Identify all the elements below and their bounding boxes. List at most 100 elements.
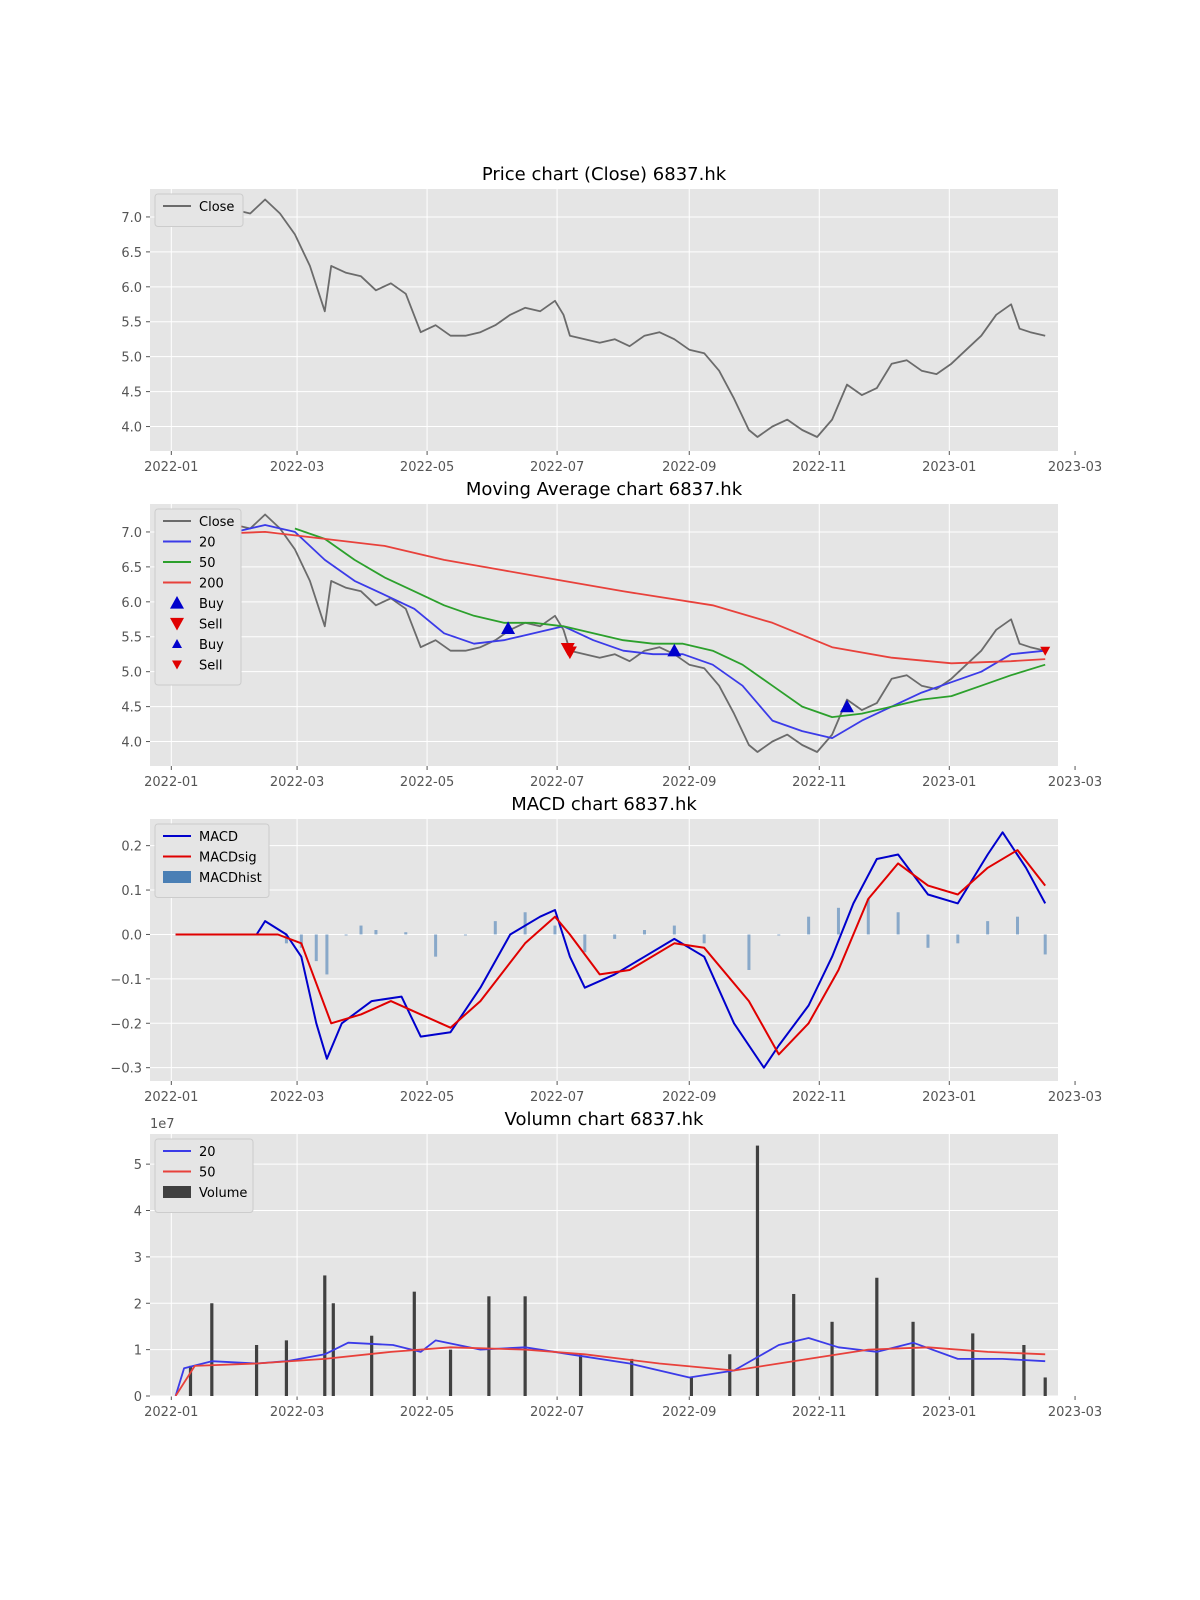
- y-tick-label: 5.0: [121, 666, 142, 681]
- plot-layer: [175, 198, 1046, 438]
- macd-histogram-bar: [702, 934, 706, 944]
- macd-histogram-bar: [956, 934, 960, 944]
- legend-label: Close: [199, 515, 234, 530]
- x-tick-label: 2022-09: [662, 460, 716, 475]
- plot-area: [150, 189, 1058, 451]
- x-tick-label: 2022-09: [662, 775, 716, 790]
- legend-swatch: [163, 1186, 191, 1198]
- x-tick-label: 2022-01: [144, 460, 198, 475]
- volume-bar: [523, 1296, 527, 1396]
- macd-histogram-bar: [672, 925, 676, 935]
- series-line-close: [175, 198, 1046, 438]
- macd-histogram-bar: [896, 912, 900, 935]
- plot-layer: [175, 831, 1047, 1069]
- legend-label: Close: [199, 200, 234, 215]
- legend-label: MACD: [199, 830, 238, 845]
- panel-title: Price chart (Close) 6837.hk: [482, 164, 727, 185]
- plot-layer: [175, 513, 1051, 753]
- x-tick-label: 2022-11: [792, 1405, 846, 1420]
- x-tick-label: 2022-03: [270, 1405, 324, 1420]
- series-line-macdsig: [175, 849, 1046, 1056]
- volume-bar: [487, 1296, 491, 1396]
- macd-histogram-bar: [986, 921, 990, 935]
- series-line-20: [235, 524, 1046, 739]
- x-tick-label: 2022-07: [530, 1090, 584, 1105]
- panel-title: Volumn chart 6837.hk: [505, 1109, 704, 1130]
- y-tick-label: −0.1: [110, 973, 142, 988]
- volume-bar: [370, 1335, 374, 1396]
- macd-histogram-bar: [583, 934, 587, 953]
- legend-label: 200: [199, 577, 224, 592]
- volume-bar: [792, 1293, 796, 1396]
- y-tick-label: 0.0: [121, 928, 142, 943]
- macd-histogram-bar: [299, 934, 303, 948]
- macd-histogram-bar: [1043, 934, 1047, 955]
- series-line-macd: [175, 831, 1047, 1069]
- x-tick-label: 2022-01: [144, 1090, 198, 1105]
- sell-marker: [562, 646, 577, 660]
- x-tick-label: 2022-05: [400, 775, 454, 790]
- volume-bar: [323, 1275, 327, 1396]
- x-tick-label: 2023-03: [1048, 1405, 1102, 1420]
- volume-chart-panel: Volumn chart 6837.hk 1e7 2022-01 2022-03 2…: [134, 1109, 1102, 1420]
- buy-marker: [501, 621, 516, 634]
- x-tick-label: 2022-07: [530, 460, 584, 475]
- macd-histogram-bar: [359, 925, 363, 935]
- y-tick-label: 4.0: [121, 421, 142, 436]
- volume-bar: [875, 1277, 879, 1396]
- y-tick-label: 5.5: [121, 316, 142, 331]
- volume-bar: [188, 1365, 193, 1396]
- series-line-50: [174, 1346, 1046, 1396]
- legend-box: [154, 193, 244, 227]
- legend-swatch: [170, 617, 184, 631]
- y-scale-note: 1e7: [150, 1117, 175, 1132]
- sell-marker: [1040, 646, 1051, 656]
- x-tick-label: 2022-05: [400, 460, 454, 475]
- plot-layer: [174, 1145, 1047, 1396]
- volume-bar: [448, 1349, 453, 1396]
- volume-bar: [689, 1377, 693, 1396]
- buy-marker: [839, 699, 854, 713]
- y-tick-label: 0.2: [121, 840, 142, 855]
- macd-histogram-bar: [642, 930, 646, 935]
- x-tick-label: 2022-05: [400, 1405, 454, 1420]
- macd-histogram-bar: [434, 934, 438, 957]
- y-tick-label: 6.0: [121, 596, 142, 611]
- panel-title: MACD chart 6837.hk: [511, 794, 697, 815]
- y-tick-label: 5.0: [121, 351, 142, 366]
- legend-label: Volume: [199, 1186, 247, 1201]
- volume-bar: [630, 1358, 634, 1396]
- x-tick-label: 2022-07: [530, 775, 584, 790]
- volume-bar: [1022, 1344, 1026, 1396]
- y-tick-label: 7.0: [121, 211, 142, 226]
- x-tick-label: 2022-03: [270, 460, 324, 475]
- macd-histogram-bar: [325, 934, 329, 975]
- x-tick-label: 2022-03: [270, 1090, 324, 1105]
- volume-bar: [755, 1145, 760, 1396]
- macd-histogram-bar: [344, 934, 348, 936]
- x-tick-label: 2023-01: [922, 775, 976, 790]
- y-tick-label: −0.2: [110, 1017, 142, 1032]
- legend-label: Buy: [199, 597, 224, 612]
- legend: Close: [154, 193, 244, 227]
- legend: Close 20 50 200 Buy Sell Buy Sell: [154, 508, 242, 686]
- buy-marker: [667, 643, 682, 657]
- legend-swatch: [163, 871, 191, 883]
- y-tick-label: 4.5: [121, 701, 142, 716]
- macd-histogram-bar: [523, 912, 527, 935]
- price-chart-panel: Price chart (Close) 6837.hk 2022-01 2022-…: [121, 164, 1102, 475]
- x-tick-label: 2022-09: [662, 1090, 716, 1105]
- volume-bar: [1043, 1377, 1047, 1396]
- x-tick-label: 2022-07: [530, 1405, 584, 1420]
- macd-histogram-bar: [926, 934, 930, 948]
- volume-bar: [412, 1291, 416, 1396]
- volume-bar: [830, 1321, 834, 1396]
- series-line-50: [294, 527, 1046, 718]
- y-tick-label: 4: [134, 1205, 142, 1220]
- legend-box: [154, 508, 242, 686]
- x-tick-label: 2022-03: [270, 775, 324, 790]
- volume-bar: [578, 1354, 583, 1396]
- volume-bar: [284, 1340, 289, 1396]
- x-tick-label: 2022-11: [792, 1090, 846, 1105]
